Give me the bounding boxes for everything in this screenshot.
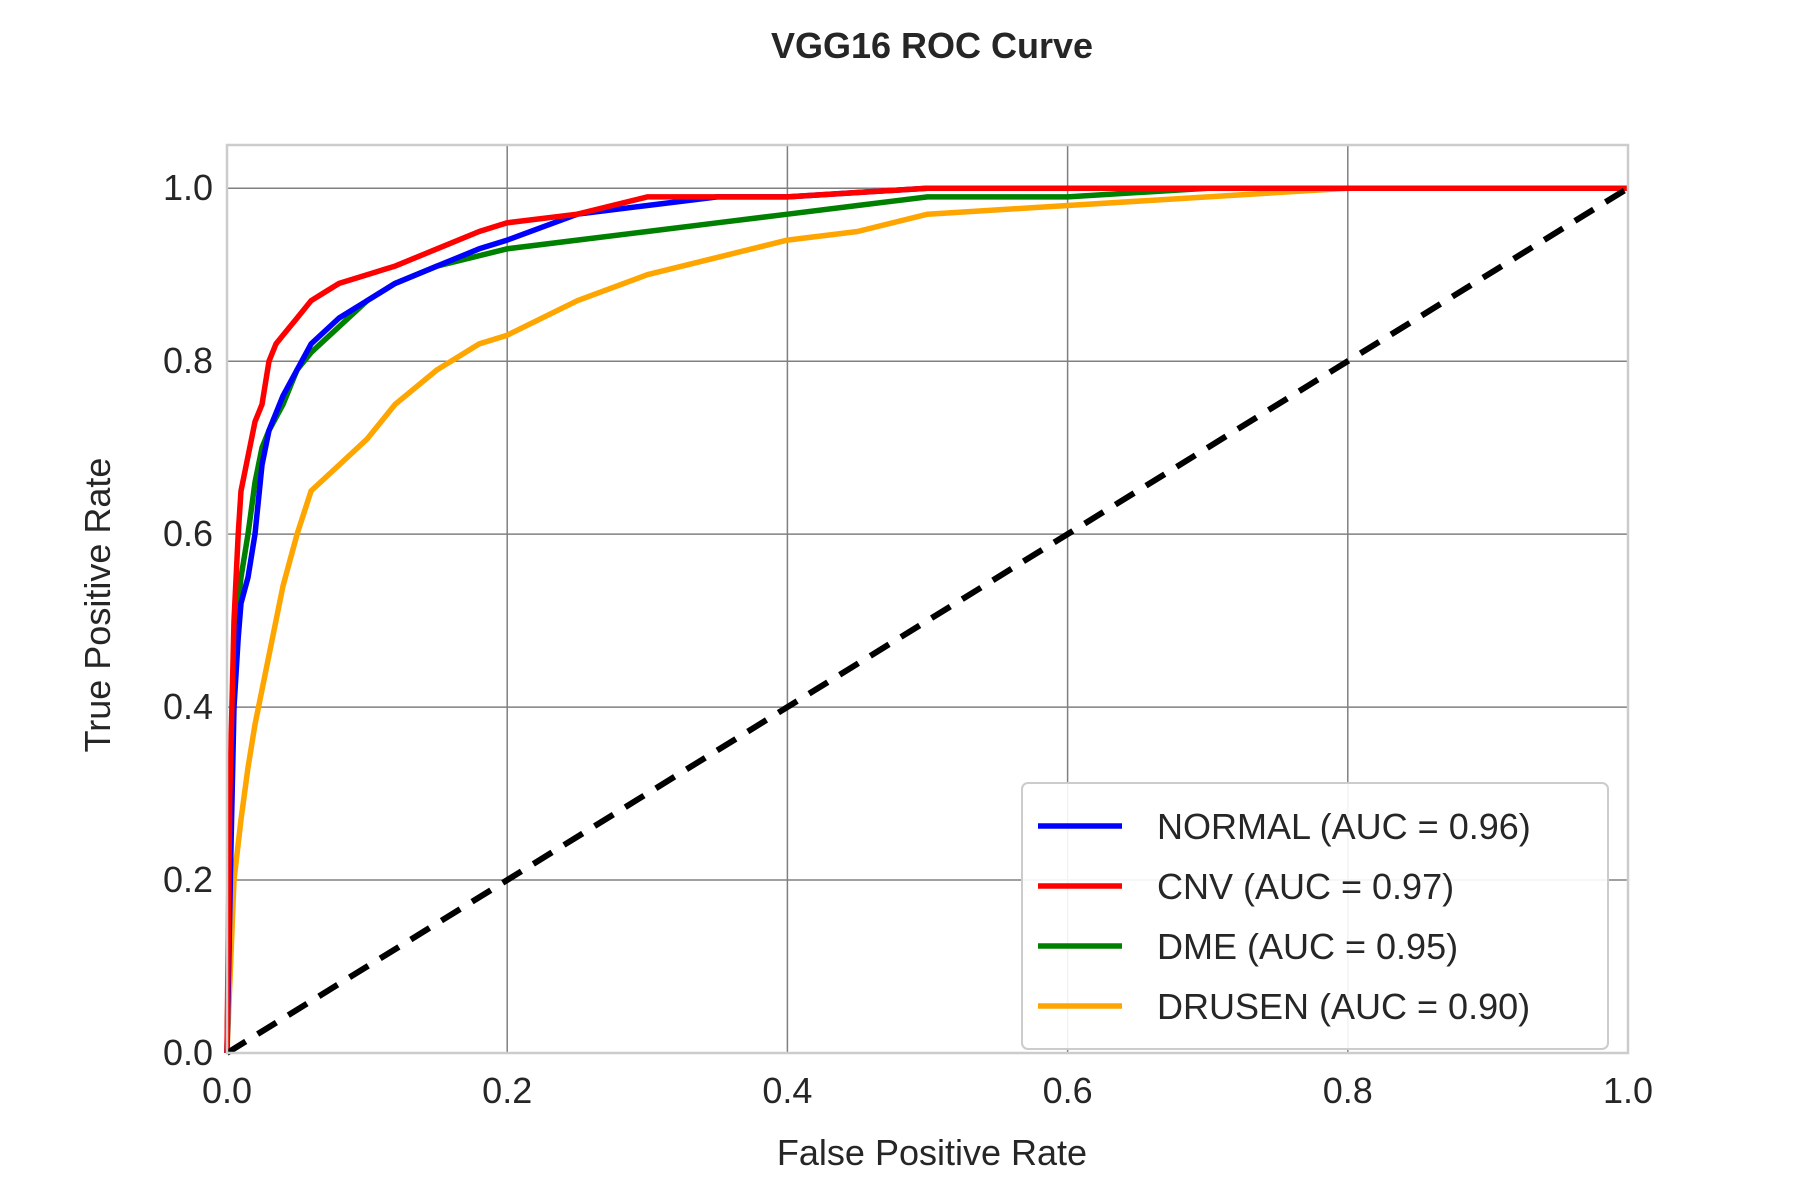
legend-label: DRUSEN (AUC = 0.90) (1157, 986, 1530, 1027)
x-tick-label: 0.0 (202, 1070, 252, 1111)
curves (224, 185, 1630, 1056)
x-tick-label: 0.8 (1323, 1070, 1373, 1111)
chance-diagonal-line (225, 185, 1630, 1056)
x-axis-label: False Positive Rate (777, 1132, 1087, 1173)
x-tick-label: 1.0 (1603, 1070, 1653, 1111)
y-tick-label: 0.4 (163, 686, 213, 727)
roc-curve-drusen (224, 185, 1628, 1054)
chart-title: VGG16 ROC Curve (771, 25, 1093, 66)
tick-labels: 0.0 0.2 0.4 0.6 0.8 1.0 0.0 0.2 0.4 0.6 0.8 1.0 (163, 167, 1653, 1111)
x-tick-label: 0.6 (1043, 1070, 1093, 1111)
legend-label: NORMAL (AUC = 0.96) (1157, 806, 1531, 847)
x-tick-label: 0.4 (762, 1070, 812, 1111)
y-axis-label: True Positive Rate (77, 458, 118, 753)
roc-curve-cnv (224, 185, 1628, 1054)
y-tick-label: 0.8 (163, 340, 213, 381)
legend: NORMAL (AUC = 0.96) CNV (AUC = 0.97) DME (… (1021, 782, 1609, 1050)
legend-label: DME (AUC = 0.95) (1157, 926, 1458, 967)
plot-frame (225, 143, 1630, 1055)
y-tick-label: 0.0 (163, 1032, 213, 1073)
legend-label: CNV (AUC = 0.97) (1157, 866, 1454, 907)
y-tick-label: 0.2 (163, 859, 213, 900)
legend-box (1021, 782, 1609, 1050)
x-tick-label: 0.2 (482, 1070, 532, 1111)
y-tick-label: 1.0 (163, 167, 213, 208)
y-tick-label: 0.6 (163, 513, 213, 554)
